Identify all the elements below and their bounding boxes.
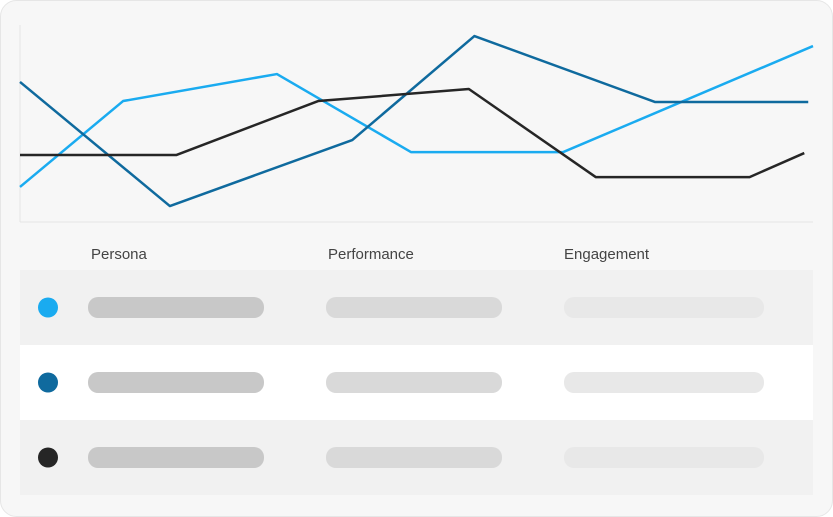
placeholders [88,297,764,468]
placeholder-bar [326,372,502,393]
series-line [19,34,809,208]
placeholder-bar [564,297,764,318]
column-header: Performance [328,246,414,263]
column-header: Persona [91,246,148,263]
legend-dot [38,297,58,318]
legend-dot [38,447,58,468]
placeholder-bar [88,297,264,318]
placeholder-bar [88,447,264,468]
column-header: Engagement [564,246,650,263]
series-line [19,44,814,188]
placeholder-bar [88,372,264,393]
placeholder-bar [326,447,502,468]
legend-dot [38,372,58,393]
series-line [20,87,805,179]
placeholder-bar [564,447,764,468]
placeholder-bar [326,297,502,318]
placeholder-bar [564,372,764,393]
